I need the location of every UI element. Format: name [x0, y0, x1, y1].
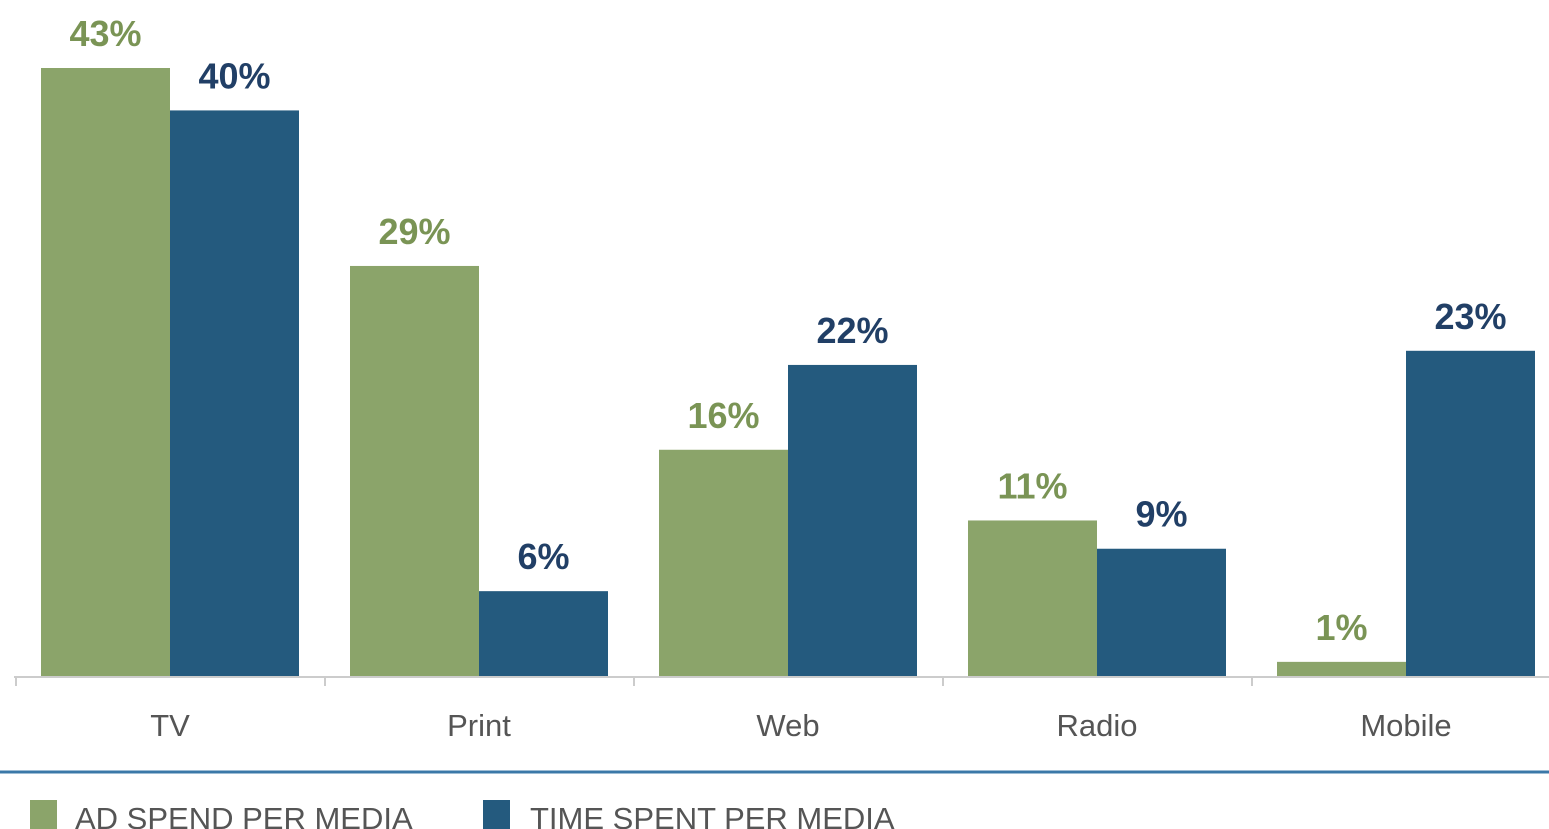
x-tick-label-tv: TV: [150, 708, 190, 743]
legend-label-ad-spend: AD SPEND PER MEDIA: [75, 801, 413, 829]
x-tick-label-print: Print: [447, 708, 511, 743]
data-label-mobile-ad-spend: 1%: [1315, 607, 1367, 648]
bar-radio-ad-spend: [968, 520, 1097, 676]
bar-mobile-time-spent: [1406, 350, 1535, 676]
data-label-mobile-time-spent: 23%: [1434, 296, 1506, 337]
bar-tv-ad-spend: [41, 68, 170, 676]
bar-mobile-ad-spend: [1277, 661, 1406, 676]
x-tick-label-mobile: Mobile: [1360, 708, 1451, 743]
bar-tv-time-spent: [170, 110, 299, 677]
data-label-radio-ad-spend: 11%: [997, 465, 1067, 506]
legend-swatch-ad-spend: [30, 800, 57, 829]
data-label-print-ad-spend: 29%: [378, 211, 450, 252]
x-tick-label-radio: Radio: [1057, 708, 1138, 743]
bars-group: [41, 68, 1535, 677]
value-labels-group: 43% 40% 29% 6% 16% 22% 11% 9% 1% 23%: [69, 13, 1506, 648]
data-label-print-time-spent: 6%: [517, 536, 569, 577]
x-tick-label-web: Web: [756, 708, 819, 743]
data-label-web-ad-spend: 16%: [687, 395, 759, 436]
legend: AD SPEND PER MEDIA TIME SPENT PER MEDIA: [30, 800, 895, 829]
x-tick-labels-group: TV Print Web Radio Mobile: [150, 708, 1451, 743]
bar-web-time-spent: [788, 364, 917, 676]
data-label-web-time-spent: 22%: [816, 310, 888, 351]
bar-radio-time-spent: [1097, 548, 1226, 676]
data-label-radio-time-spent: 9%: [1135, 494, 1187, 535]
data-label-tv-time-spent: 40%: [198, 55, 270, 96]
bar-print-time-spent: [479, 591, 608, 676]
data-label-tv-ad-spend: 43%: [69, 13, 141, 54]
bar-web-ad-spend: [659, 449, 788, 676]
legend-label-time-spent: TIME SPENT PER MEDIA: [530, 801, 895, 829]
legend-swatch-time-spent: [483, 800, 510, 829]
bar-print-ad-spend: [350, 265, 479, 676]
x-axis: [14, 676, 1549, 686]
